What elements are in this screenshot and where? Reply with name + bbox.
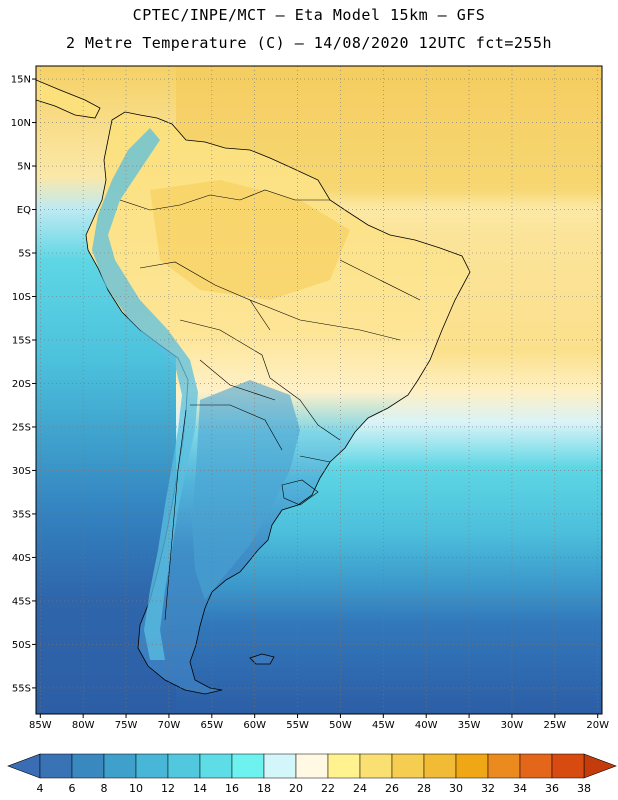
longitude-labels: 85W 80W 75W 70W 65W 60W 55W 50W 45W 40W 35W 30W 25W 2… (29, 720, 609, 731)
map-title-line1: CPTEC/INPE/MCT – Eta Model 15km – GFS (132, 6, 486, 24)
andes-cool-band (92, 128, 198, 660)
lat-label: 5N (17, 162, 31, 173)
lat-label: 15S (12, 335, 31, 346)
colorbar-swatch (135, 753, 169, 779)
colorbar-high-arrow (583, 753, 617, 779)
colorbar-label: 30 (449, 782, 463, 795)
map-frame (35, 65, 603, 715)
lon-label: 45W (372, 720, 395, 731)
southern-cone-cool-area (192, 380, 300, 600)
lon-label: 35W (458, 720, 481, 731)
colorbar-swatch (455, 753, 489, 779)
lat-label: 55S (12, 683, 31, 694)
colorbar-label: 38 (577, 782, 591, 795)
cuba-caribbean (36, 79, 101, 119)
colorbar-label: 20 (289, 782, 303, 795)
lon-label: 65W (200, 720, 223, 731)
colorbar-swatch (71, 753, 105, 779)
lat-label: 25S (12, 422, 31, 433)
colorbar-swatch (487, 753, 521, 779)
lon-label: 75W (115, 720, 138, 731)
colorbar-label: 10 (129, 782, 143, 795)
lat-label: 45S (12, 596, 31, 607)
colorbar-label: 36 (545, 782, 559, 795)
colorbar-swatch (391, 753, 425, 779)
colorbar-label: 4 (37, 782, 44, 795)
colorbar-swatch (263, 753, 297, 779)
colorbar-swatch (551, 753, 585, 779)
lon-label: 40W (415, 720, 438, 731)
lon-label: 30W (501, 720, 524, 731)
colorbar-swatch (519, 753, 553, 779)
latitude-labels: 15N 10N 5N EQ 5S 10S 15S 20S 25S 30S 35S 40S 45S 50S 5… (11, 75, 31, 695)
colorbar-swatch (231, 753, 265, 779)
colorbar-label: 24 (353, 782, 367, 795)
temperature-colorbar: 4 6 8 10 12 14 16 18 20 22 24 26 28 30 32 34 36 38 (7, 753, 617, 795)
map-title-line2: 2 Metre Temperature (C) – 14/08/2020 12U… (65, 34, 553, 52)
amazon-warm-area (150, 180, 350, 300)
colorbar-swatch (295, 753, 329, 779)
map-gridlines (32, 66, 602, 718)
colorbar-label: 22 (321, 782, 335, 795)
lat-label: 35S (12, 509, 31, 520)
colorbar-label: 34 (513, 782, 527, 795)
colorbar-swatch (327, 753, 361, 779)
lon-label: 70W (158, 720, 181, 731)
colorbar-swatch (199, 753, 233, 779)
map-plot-area (36, 66, 602, 714)
lat-label: 40S (12, 553, 31, 564)
colorbar-swatch (103, 753, 137, 779)
colorbar-swatch (359, 753, 393, 779)
colorbar-label: 26 (385, 782, 399, 795)
lat-label: EQ (17, 205, 31, 216)
colorbar-label: 18 (257, 782, 271, 795)
colorbar-label: 8 (101, 782, 108, 795)
lon-label: 85W (29, 720, 52, 731)
colorbar-label: 6 (69, 782, 76, 795)
country-borders (119, 189, 421, 621)
lat-label: 30S (12, 466, 31, 477)
falkland-islands (249, 653, 275, 665)
colorbar-swatch (39, 753, 73, 779)
colorbar-label: 14 (193, 782, 207, 795)
lon-label: 55W (286, 720, 309, 731)
colorbar-low-arrow (7, 753, 41, 779)
lon-label: 60W (243, 720, 266, 731)
lat-label: 10N (11, 118, 31, 129)
colorbar-label: 12 (161, 782, 175, 795)
colorbar-label: 16 (225, 782, 239, 795)
colorbar-swatch (423, 753, 457, 779)
lat-label: 20S (12, 379, 31, 390)
colorbar-swatch (167, 753, 201, 779)
lat-label: 15N (11, 75, 31, 86)
lat-label: 10S (12, 292, 31, 303)
colorbar-label: 32 (481, 782, 495, 795)
lon-label: 50W (329, 720, 352, 731)
lon-label: 25W (544, 720, 567, 731)
lon-label: 20W (586, 720, 609, 731)
lat-label: 50S (12, 640, 31, 651)
lat-label: 5S (18, 249, 31, 260)
lon-label: 80W (72, 720, 95, 731)
colorbar-label: 28 (417, 782, 431, 795)
